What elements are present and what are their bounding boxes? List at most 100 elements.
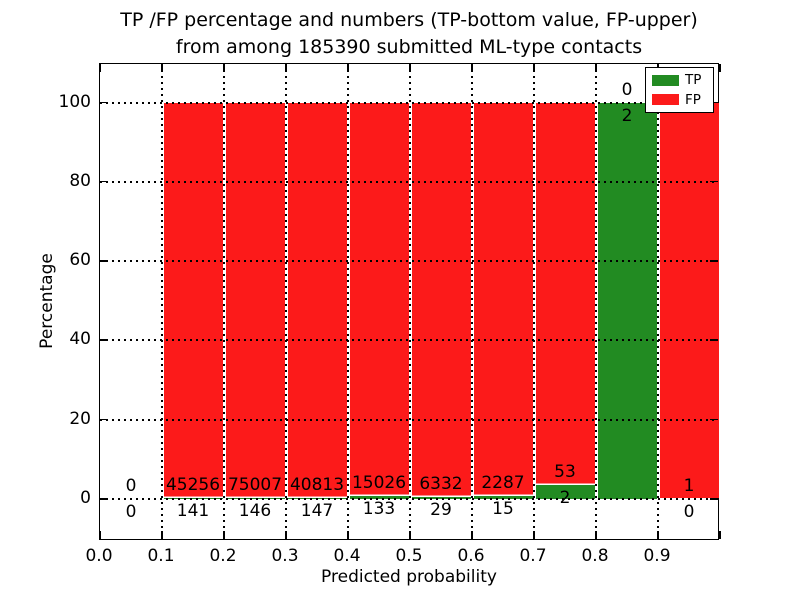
tp-bar-segment (349, 495, 409, 499)
tp-count-label: 141 (176, 500, 210, 521)
y-axis-tick (100, 339, 108, 341)
legend: TP FP (645, 67, 714, 113)
x-tick-label: 0.8 (581, 546, 609, 566)
x-tick-label: 0.6 (457, 546, 485, 566)
y-tick-label: 20 (69, 408, 91, 429)
tp-count-label: 29 (430, 500, 452, 521)
fp-bar-segment (225, 102, 285, 497)
fp-bar-segment (287, 102, 347, 497)
x-axis-tick (223, 531, 225, 539)
x-axis-tick (595, 531, 597, 539)
y-axis-tick (100, 101, 108, 104)
tp-bar-segment (473, 496, 533, 499)
x-tick-label: 0.3 (271, 546, 299, 566)
tp-bar-segment (597, 102, 657, 499)
fp-count-label: 0 (125, 476, 137, 496)
legend-label-fp: FP (685, 91, 701, 108)
fp-count-label: 15026 (351, 472, 407, 493)
y-axis-tick (710, 498, 718, 500)
legend-label-tp: TP (685, 72, 702, 89)
y-tick-label: 80 (69, 170, 91, 191)
x-gridline (471, 64, 473, 539)
x-gridline (347, 64, 349, 539)
y-axis-tick (710, 101, 718, 104)
y-tick-label: 100 (58, 91, 91, 112)
legend-entry-tp: TP (646, 72, 713, 88)
x-tick-label: 0.7 (519, 546, 547, 566)
plot-area: 0 0 45256 141 75007 146 40813 147 15026 133 6332 29… (99, 63, 721, 540)
chart-title-line1: TP /FP percentage and numbers (TP-bottom… (120, 9, 698, 31)
y-tick-label: 40 (69, 329, 91, 350)
tp-count-label: 15 (492, 499, 514, 520)
x-axis-tick (285, 64, 287, 72)
x-axis-tick (533, 531, 535, 539)
tp-bar-segment (535, 484, 595, 499)
x-axis-tick (285, 531, 287, 539)
y-axis-tick (100, 180, 108, 183)
x-axis-tick (161, 64, 163, 72)
fp-count-label: 6332 (419, 474, 463, 495)
x-gridline (409, 64, 411, 539)
x-axis-tick (471, 531, 473, 539)
x-axis-tick (99, 64, 101, 72)
x-axis-tick (595, 64, 597, 72)
tp-count-label: 0 (683, 502, 695, 522)
fp-count-label: 45256 (165, 474, 221, 495)
x-tick-label: 0.4 (333, 546, 361, 566)
x-axis-tick (223, 64, 225, 72)
fp-bar-segment (659, 102, 719, 498)
fp-count-label: 40813 (289, 474, 345, 495)
fp-swatch-icon (652, 94, 679, 106)
fp-count-label: 75007 (227, 475, 283, 495)
x-tick-label: 0.5 (395, 546, 423, 566)
tp-swatch-icon (652, 74, 679, 86)
tp-count-label: 146 (238, 501, 272, 521)
y-axis-tick (710, 339, 718, 341)
x-gridline (285, 64, 287, 539)
legend-entry-fp: FP (646, 92, 713, 108)
y-tick-label: 0 (80, 488, 91, 508)
x-axis-tick (409, 531, 411, 539)
fp-count-label: 0 (621, 79, 633, 100)
y-axis-tick (710, 418, 718, 421)
fp-count-label: 1 (683, 476, 695, 496)
tp-count-label: 0 (125, 502, 137, 522)
fp-bar-segment (473, 102, 533, 496)
y-axis-tick (710, 180, 718, 183)
x-axis-tick (657, 531, 659, 539)
x-gridline (161, 64, 163, 539)
x-gridline (595, 64, 597, 539)
x-axis-tick (99, 531, 101, 539)
x-axis-tick (347, 64, 349, 72)
x-gridline (223, 64, 225, 539)
fp-count-label: 53 (554, 461, 576, 482)
tp-count-label: 2 (621, 105, 633, 126)
tp-count-label: 133 (362, 498, 396, 519)
x-gridline (533, 64, 535, 539)
x-tick-label: 0.0 (85, 546, 113, 566)
x-axis-tick (347, 531, 349, 539)
x-tick-label: 0.1 (147, 546, 175, 566)
y-axis-tick (100, 260, 108, 262)
tp-count-label: 147 (300, 500, 334, 521)
y-axis-tick (100, 498, 108, 500)
chart-title-line2: from among 185390 submitted ML-type cont… (175, 36, 643, 58)
x-axis-tick (161, 531, 163, 539)
x-axis-tick (471, 64, 473, 72)
fp-count-label: 2287 (481, 473, 525, 494)
fp-bar-segment (349, 102, 409, 495)
x-axis-tick (533, 64, 535, 72)
fp-bar-segment (535, 102, 595, 484)
chart-title: TP /FP percentage and numbers (TP-bottom… (99, 7, 719, 61)
y-axis-tick (710, 260, 718, 262)
x-axis-tick (719, 64, 721, 72)
x-tick-label: 0.2 (209, 546, 237, 566)
x-axis-label: Predicted probability (321, 567, 497, 587)
x-gridline (657, 64, 659, 539)
fp-bar-segment (163, 102, 223, 497)
x-axis-tick (719, 531, 721, 539)
tp-count-label: 2 (559, 487, 571, 508)
y-axis-tick (100, 418, 108, 421)
fp-bar-segment (411, 102, 471, 497)
